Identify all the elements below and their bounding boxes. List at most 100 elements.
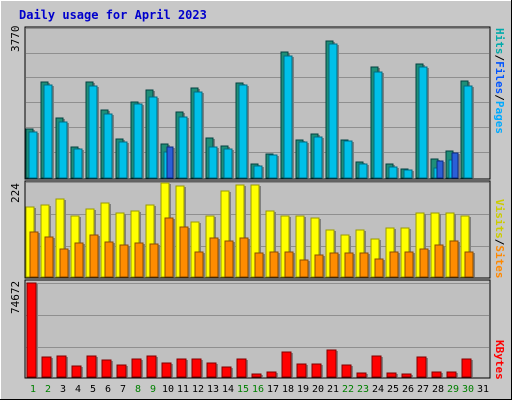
sites-bar [29,231,39,278]
kbytes-bar [56,355,67,378]
legend-pages: Pages [493,101,506,134]
sites-bar [329,252,339,278]
sites-bar [359,252,369,278]
kbytes-bar [431,371,442,378]
files-bar [418,66,428,179]
day-label: 10 [162,384,174,395]
sites-bar [419,248,429,278]
kbytes-bar [251,373,262,378]
files-bar [103,113,113,179]
files-bar [358,163,368,179]
files-bar [28,131,38,179]
sites-bar [119,244,129,278]
sites-bar [374,258,384,278]
top-ymax-label: 3770 [9,26,22,53]
kbytes-bar [311,363,322,378]
kbytes-bars [26,282,473,378]
kbytes-bar [161,362,172,378]
day-label: 3 [60,384,66,395]
files-bar [208,146,218,179]
sites-bar [344,252,354,278]
day-label: 27 [417,384,429,395]
kbytes-bar [131,358,142,378]
kbytes-bar [341,364,352,378]
kbytes-bar [416,356,427,378]
files-bar [373,71,383,179]
kbytes-bar [326,349,337,378]
legend-files: Files [493,61,506,94]
kbytes-bar [266,371,277,378]
svg-text:Hits/Files/Pages: Hits/Files/Pages [493,28,506,134]
day-label: 26 [402,384,414,395]
files-bar [283,55,293,179]
gridlines [26,28,489,348]
sites-bar [89,234,99,278]
mid-legend: Visits/Sites [493,199,506,279]
legend-hits: Hits [493,28,506,55]
sites-bar [164,217,174,278]
day-label: 6 [105,384,111,395]
kbytes-bar [296,363,307,378]
kbytes-bar [71,365,82,378]
kbytes-bar [86,355,97,378]
sites-bar [299,259,309,278]
day-label: 21 [327,384,339,395]
kbytes-bar [386,372,397,378]
hits-files-pages-bars [25,40,474,179]
day-label: 13 [207,384,219,395]
day-label: 23 [357,384,369,395]
kbytes-bar [446,371,457,378]
day-label: 15 [237,384,249,395]
sites-bar [59,248,69,278]
kbytes-bar [116,364,127,378]
day-label: 20 [312,384,324,395]
sites-bar [314,254,324,278]
svg-text:KBytes: KBytes [493,340,506,380]
top-legend: Hits/Files/Pages [493,28,506,134]
day-label: 29 [447,384,459,395]
day-label: 22 [342,384,354,395]
sites-bar [464,251,474,278]
pages-bar [166,146,174,179]
sites-bar [224,240,234,278]
legend-sites: Sites [493,245,506,278]
sites-bar [254,252,264,278]
day-label: 18 [282,384,294,395]
sites-bar [194,251,204,278]
kbytes-bar [206,362,217,378]
kbytes-bar [221,366,232,378]
visits-sites-bars [25,182,475,278]
sites-bar [239,237,249,278]
kbytes-bar [236,358,247,378]
day-label: 8 [135,384,141,395]
day-label: 9 [150,384,156,395]
kbytes-bar [101,359,112,378]
files-bar [313,136,323,179]
kbytes-bar [401,373,412,378]
sites-bar [104,241,114,278]
day-labels: 1 2 3 4 5 6 7 8 9 10 11 12 13 14 15 16 17 18 19 20 21 22 23 24 2… [30,384,489,395]
day-label: 30 [462,384,474,395]
day-label: 5 [90,384,96,395]
sites-bar [404,251,414,278]
legend-sep: / [493,55,506,62]
files-bar [463,85,473,179]
kbytes-bar [176,358,187,378]
day-label: 14 [222,384,234,395]
day-label: 28 [432,384,444,395]
day-label: 1 [30,384,36,395]
day-label: 4 [75,384,81,395]
files-bar [193,91,203,179]
files-bar [253,165,263,179]
files-bar [43,84,53,179]
kbytes-bar [26,282,37,378]
sites-bar [284,251,294,278]
kbytes-bar [371,355,382,378]
sites-bar [74,242,84,278]
kbytes-bar [191,358,202,378]
files-bar [238,84,248,179]
sites-bar [389,251,399,278]
legend-visits: Visits [493,199,506,239]
